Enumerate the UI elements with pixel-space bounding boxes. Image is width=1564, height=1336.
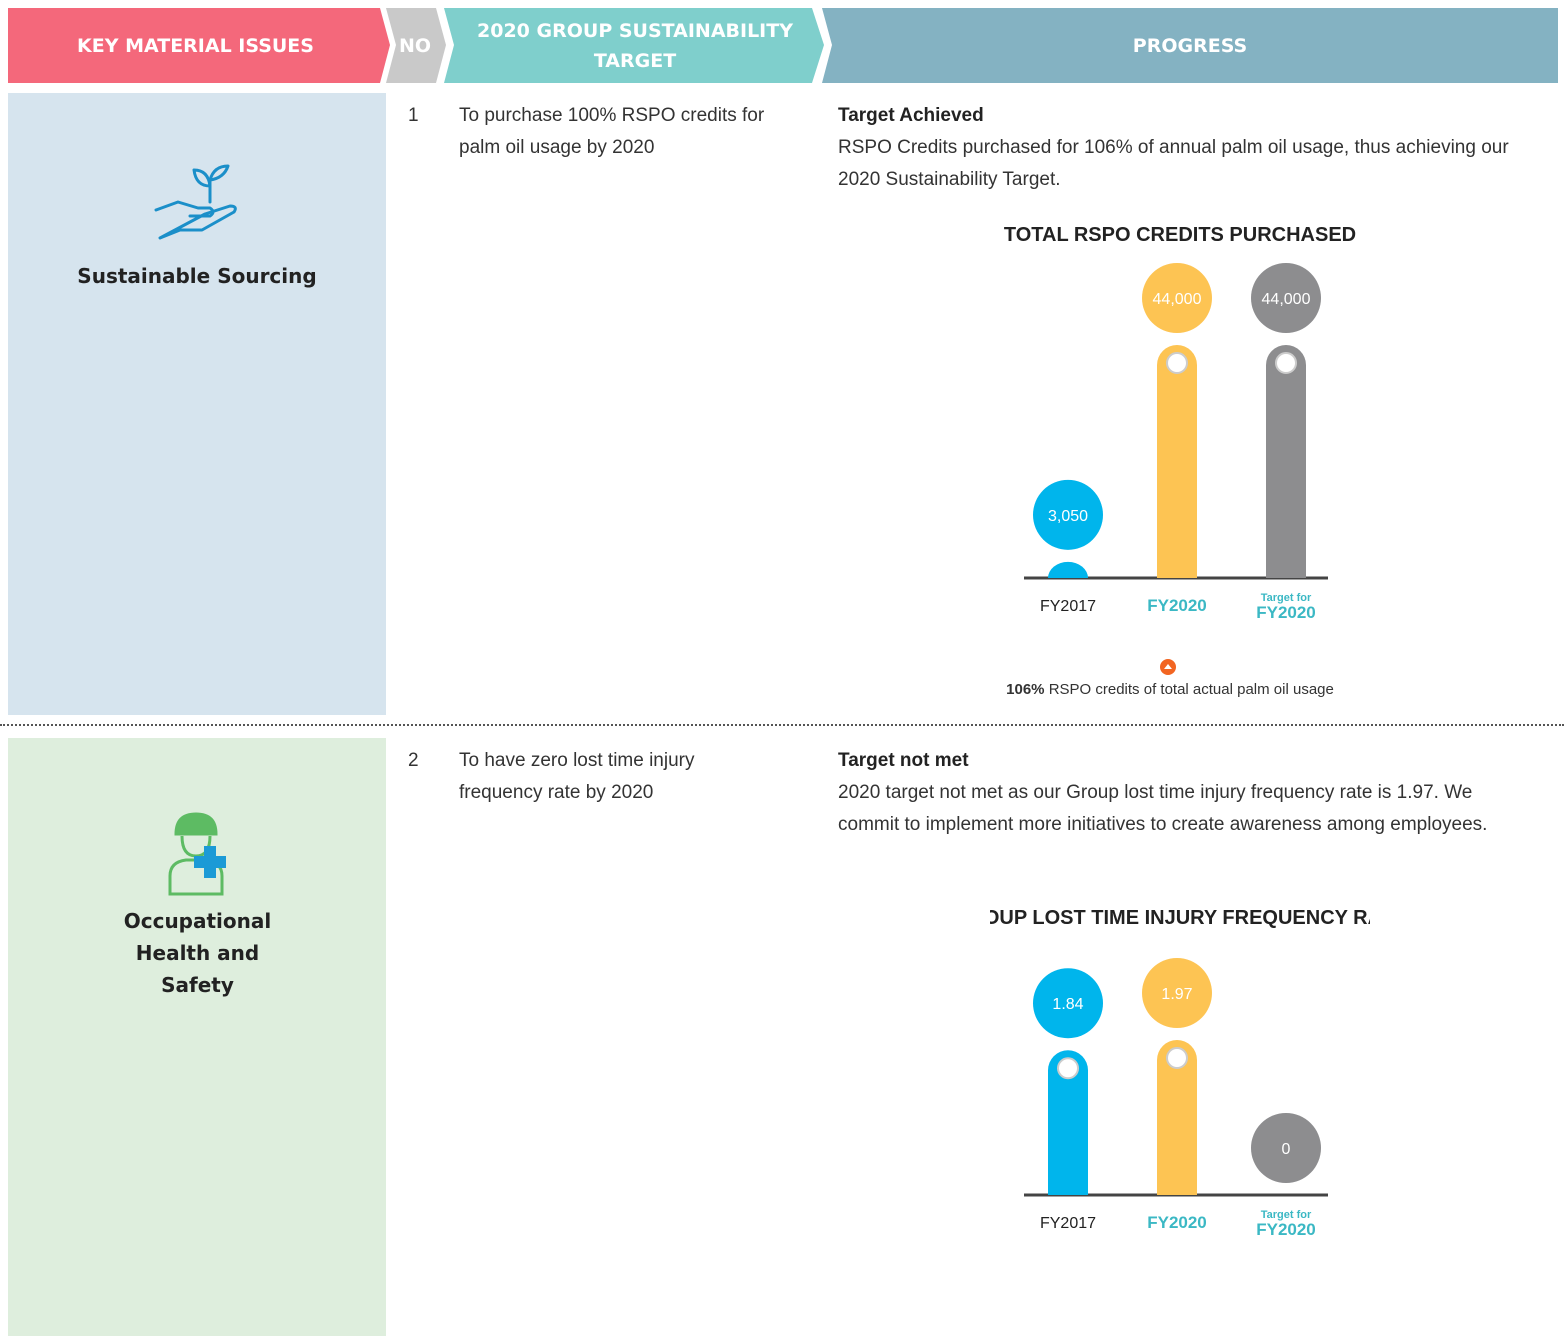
bar bbox=[1048, 561, 1088, 578]
note-emphasis: 106% bbox=[1006, 681, 1045, 698]
issue-panel bbox=[8, 93, 386, 715]
value-label: 1.97 bbox=[1161, 986, 1192, 1003]
value-bubble bbox=[1142, 958, 1212, 1028]
bar-knob bbox=[1166, 352, 1188, 374]
category-label: FY2020 bbox=[1256, 1220, 1316, 1239]
header-cell: PROGRESS bbox=[1132, 34, 1248, 57]
category-label: FY2017 bbox=[1040, 1215, 1096, 1232]
category-label: FY2017 bbox=[1040, 598, 1096, 615]
value-label: 1.84 bbox=[1052, 996, 1083, 1013]
bar bbox=[1157, 345, 1197, 578]
target-text: To have zero lost time injury frequency … bbox=[459, 750, 695, 803]
bar-knob bbox=[1275, 352, 1297, 374]
note: 106% RSPO credits of total actual palm o… bbox=[900, 681, 1440, 698]
chart-title: TOTAL RSPO CREDITS PURCHASED bbox=[1004, 224, 1356, 246]
value-label: 3,050 bbox=[1048, 508, 1088, 525]
status: Target not met bbox=[838, 750, 969, 771]
issue-name: Occupational Health and Safety bbox=[123, 909, 272, 997]
up-icon bbox=[1160, 659, 1176, 675]
value-bubble bbox=[1142, 263, 1212, 333]
category-note: Target for bbox=[1261, 592, 1312, 604]
header-cell: NO bbox=[398, 34, 432, 57]
category-label: FY2020 bbox=[1147, 1213, 1207, 1232]
header-cell: KEY MATERIAL ISSUES bbox=[77, 34, 314, 57]
value-bubble bbox=[1251, 263, 1321, 333]
bar bbox=[1048, 1050, 1088, 1195]
value-label: 44,000 bbox=[1262, 291, 1311, 308]
target-text: To purchase 100% RSPO credits for palm o… bbox=[459, 105, 765, 158]
description: RSPO Credits purchased for 106% of annua… bbox=[838, 137, 1509, 190]
header-cell: 2020 GROUP SUSTAINABILITY TARGET bbox=[477, 19, 793, 72]
category-label: FY2020 bbox=[1256, 603, 1316, 622]
chart: TOTAL RSPO CREDITS PURCHASED 3,050 FY2017 4… bbox=[1004, 224, 1356, 622]
value-bubble bbox=[1251, 1113, 1321, 1183]
row-number: 1 bbox=[408, 105, 419, 126]
note-text: RSPO credits of total actual palm oil us… bbox=[1048, 681, 1334, 698]
row-number: 2 bbox=[408, 750, 419, 771]
value-bubble bbox=[1033, 479, 1103, 550]
issue-panel bbox=[8, 738, 386, 1336]
value-label: 44,000 bbox=[1153, 291, 1202, 308]
description: 2020 target not met as our Group lost ti… bbox=[838, 782, 1488, 835]
issue-name: Sustainable Sourcing bbox=[77, 264, 317, 288]
value-bubble bbox=[1033, 968, 1103, 1039]
plant-hand-icon bbox=[154, 164, 237, 240]
worker-icon bbox=[168, 812, 226, 896]
bar bbox=[1266, 345, 1306, 578]
header-bar bbox=[8, 8, 1558, 83]
bar-knob bbox=[1166, 1047, 1188, 1069]
bar bbox=[1157, 1040, 1197, 1195]
value-label: 0 bbox=[1282, 1141, 1291, 1158]
chart: GROUP LOST TIME INJURY FREQUENCY RATE 1.8… bbox=[990, 907, 1370, 1239]
divider bbox=[0, 724, 1564, 726]
category-note: Target for bbox=[1261, 1209, 1312, 1221]
category-label: FY2020 bbox=[1147, 596, 1207, 615]
status: Target Achieved bbox=[838, 105, 984, 126]
bar-knob bbox=[1057, 1057, 1079, 1080]
chart-title: GROUP LOST TIME INJURY FREQUENCY RATE bbox=[990, 907, 1370, 929]
